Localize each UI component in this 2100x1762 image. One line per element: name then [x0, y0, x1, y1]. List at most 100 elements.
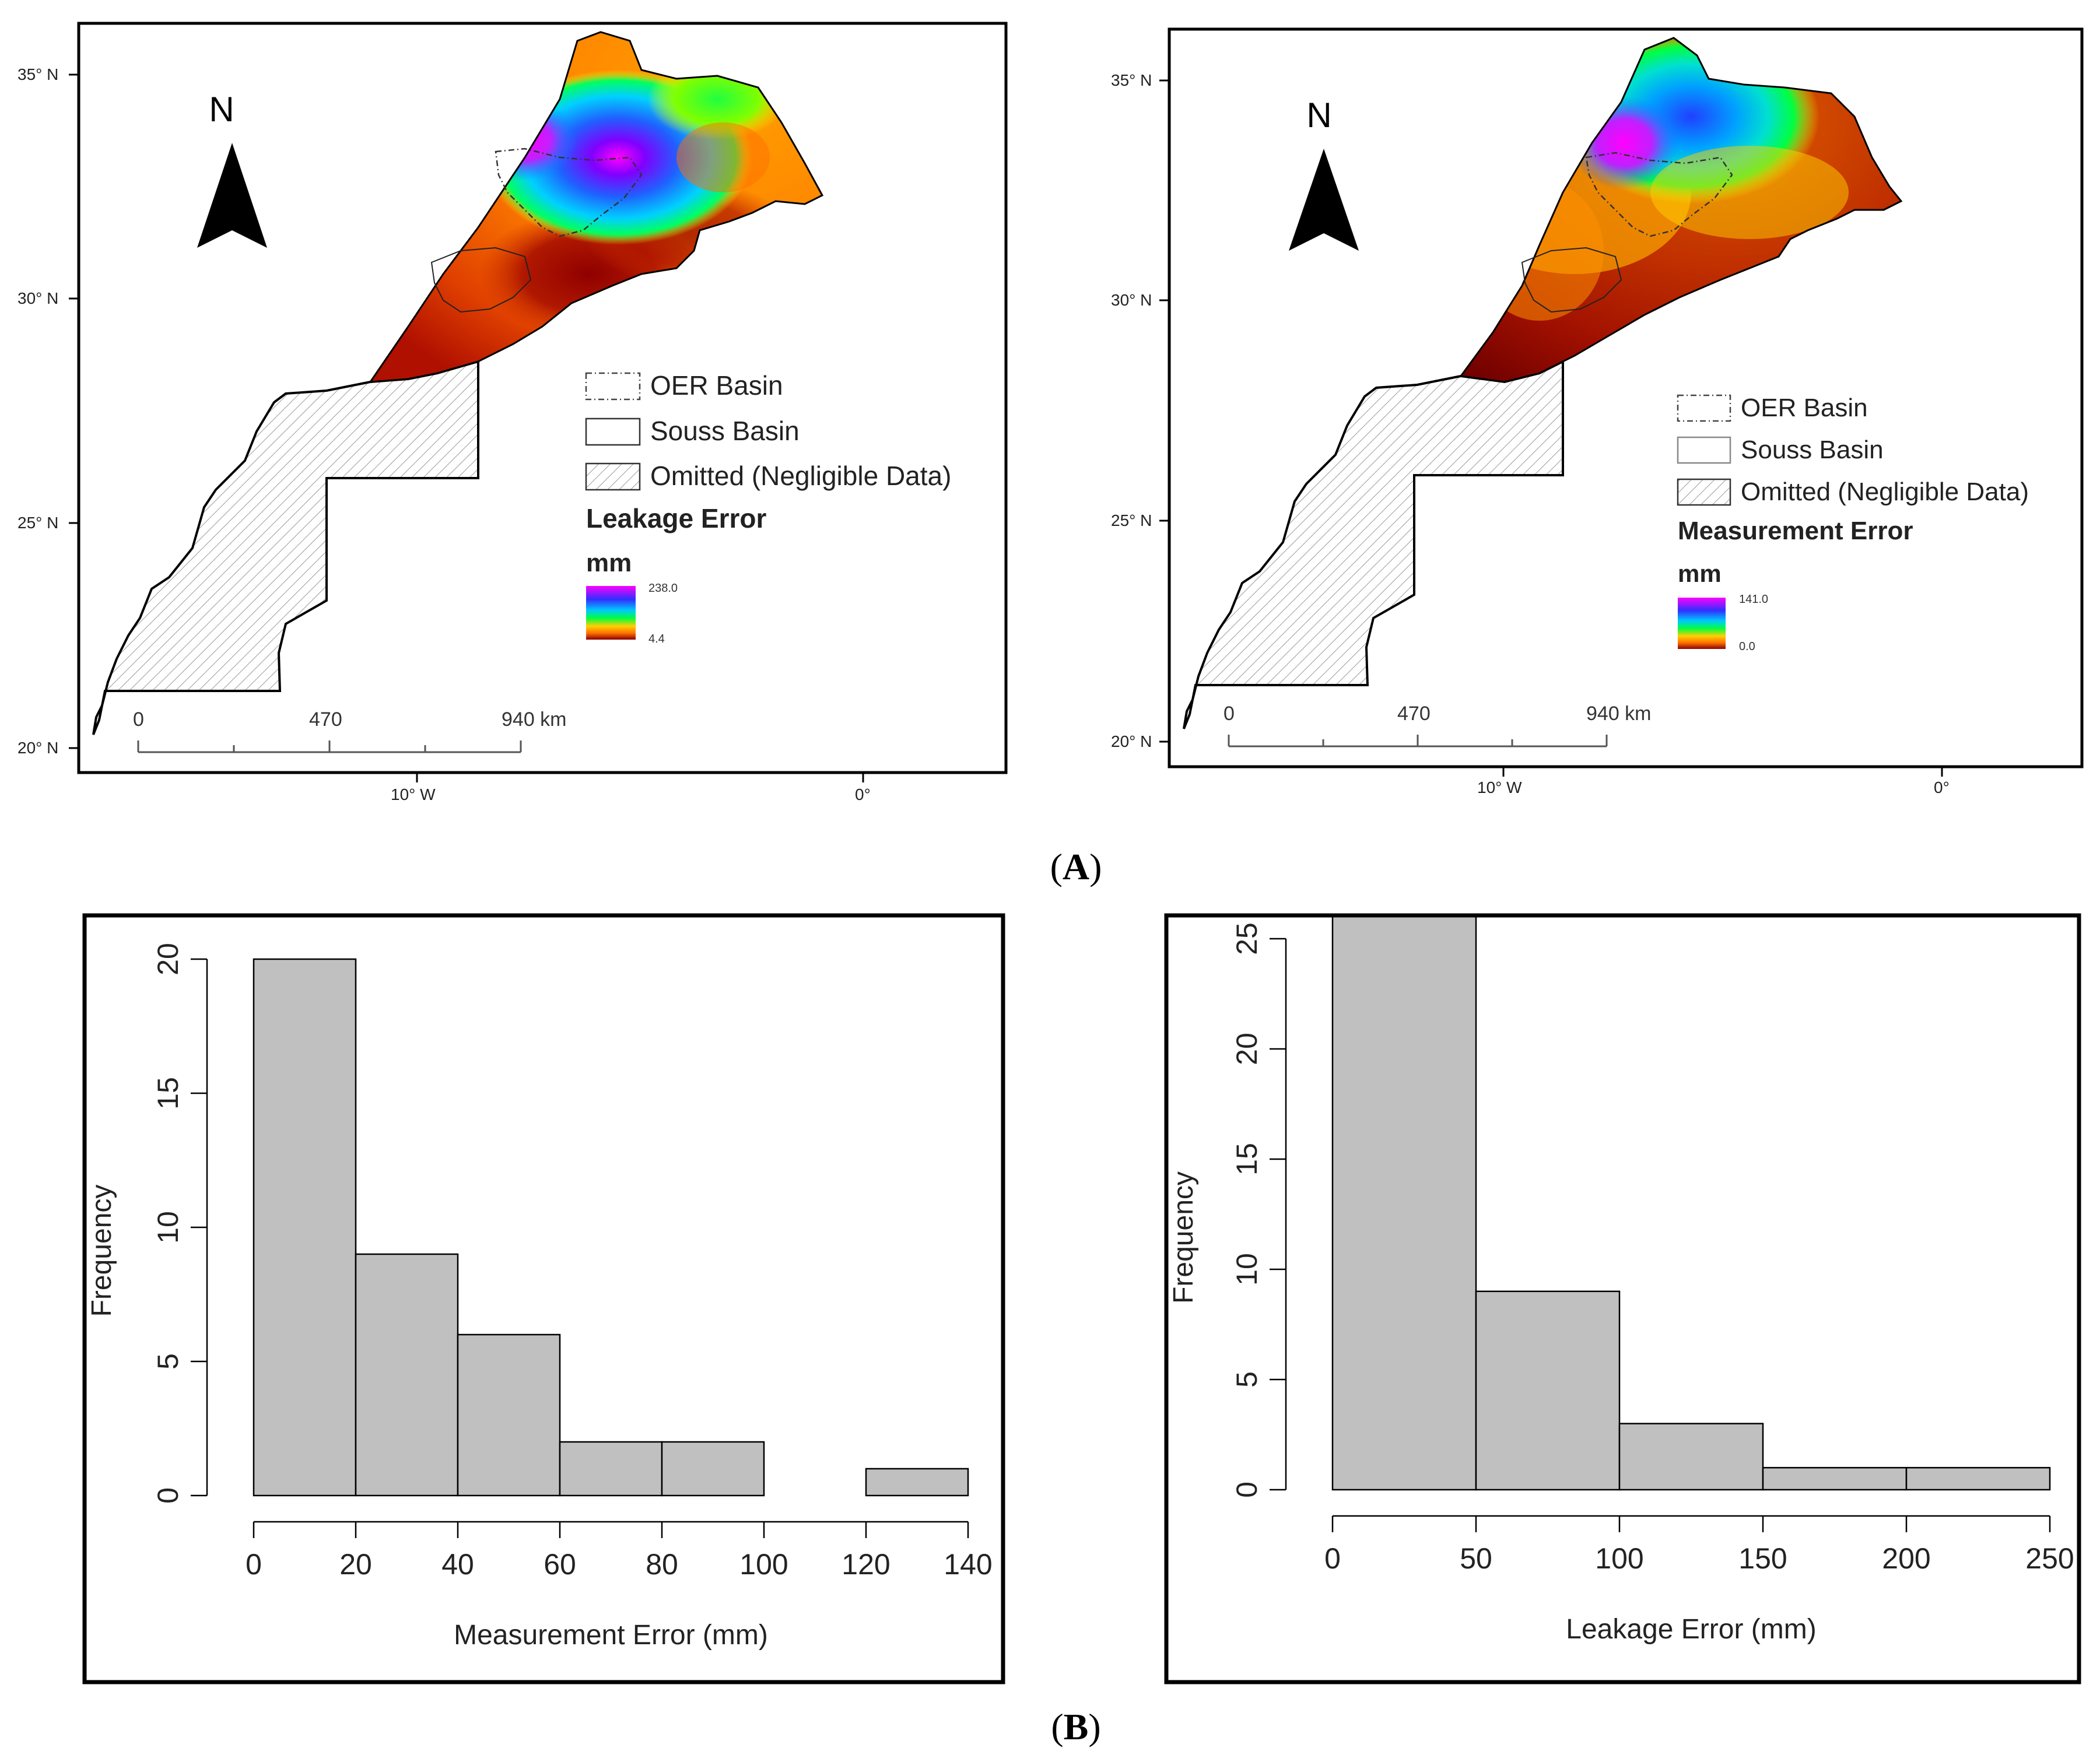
lat-label: 20° N	[1111, 732, 1152, 750]
map-panel-leakage: 35° N 30° N 25° N 20° N 10° W 0° N	[0, 0, 1026, 805]
y-tick-label: 5	[1230, 1371, 1263, 1388]
svg-text:238.0: 238.0	[648, 582, 678, 595]
x-tick-label: 150	[1738, 1542, 1787, 1575]
svg-text:OER Basin: OER Basin	[1741, 394, 1868, 422]
svg-text:OER Basin: OER Basin	[650, 370, 783, 401]
measurement-error-map: 35° N 30° N 25° N 20° N 10° W 0° N	[1111, 27, 2084, 796]
x-tick-label: 200	[1882, 1542, 1930, 1575]
x-axis-label: Leakage Error (mm)	[1566, 1614, 1816, 1645]
map-legend: OER Basin Souss Basin Omitted (Negligibl…	[1677, 394, 2029, 653]
y-tick-label: 15	[152, 1077, 184, 1110]
lat-label: 25° N	[17, 514, 58, 532]
map-legend: OER Basin Souss Basin Omitted (Negligibl…	[585, 370, 951, 645]
y-tick-label: 25	[1230, 922, 1263, 955]
x-tick-label: 100	[1595, 1542, 1643, 1575]
histogram-bar	[661, 1441, 765, 1497]
lat-label: 30° N	[1111, 291, 1152, 309]
svg-text:Souss Basin: Souss Basin	[1741, 436, 1884, 464]
svg-text:0: 0	[1223, 703, 1235, 725]
x-tick-label: 60	[544, 1548, 576, 1581]
histogram-bar	[865, 1468, 969, 1497]
histogram-bar	[559, 1441, 663, 1497]
histogram-bar	[1762, 1466, 1908, 1491]
histogram-bar	[457, 1333, 561, 1497]
svg-text:mm: mm	[1678, 560, 1722, 587]
svg-text:N: N	[1306, 96, 1331, 135]
histogram-bar	[1331, 915, 1477, 1491]
x-tick-label: 0	[246, 1548, 262, 1581]
oer-basin-outline	[1585, 152, 1733, 237]
y-tick-label: 10	[152, 1211, 184, 1244]
svg-text:mm: mm	[586, 549, 632, 577]
svg-text:141.0: 141.0	[1739, 593, 1768, 606]
leakage-error-histogram: 0 50 100 150 200 250 0 5 10 15 20 25 Leakage Error (…	[1164, 913, 2081, 1684]
svg-text:Measurement Error: Measurement Error	[1678, 517, 1913, 545]
leakage-error-map: 35° N 30° N 25° N 20° N 10° W 0° N	[17, 22, 1008, 803]
lat-label: 20° N	[17, 739, 58, 757]
lon-label: 10° W	[391, 785, 436, 803]
y-tick-label: 0	[152, 1487, 184, 1504]
svg-text:940 km: 940 km	[1586, 703, 1652, 725]
souss-basin-outline	[430, 247, 532, 313]
lon-label: 0°	[1934, 778, 1950, 796]
svg-text:Souss Basin: Souss Basin	[650, 416, 800, 446]
chart-frame	[82, 913, 1005, 1684]
svg-text:Omitted (Negligible Data): Omitted (Negligible Data)	[1741, 478, 2029, 506]
caption-a: (A)	[1050, 846, 1102, 887]
y-tick-label: 0	[1230, 1482, 1263, 1498]
svg-text:4.4: 4.4	[648, 633, 665, 645]
x-tick-label: 0	[1324, 1542, 1341, 1575]
souss-basin-outline	[1521, 247, 1622, 313]
y-axis-label: Frequency	[86, 1185, 117, 1317]
lat-ticks	[69, 73, 864, 782]
lat-label: 35° N	[17, 65, 58, 83]
measurement-error-histogram: 0 20 40 60 80 100 120 140 0 5 10 15 20 Measurement Er…	[82, 913, 1005, 1684]
country-outline	[1459, 37, 1903, 383]
chart-frame	[1164, 913, 2081, 1684]
country-outline	[368, 31, 824, 383]
y-tick-label: 10	[1230, 1253, 1263, 1286]
x-tick-label: 80	[646, 1548, 678, 1581]
scale-bar: 0 470 940 km	[133, 708, 567, 753]
map-panel-measurement: 35° N 30° N 25° N 20° N 10° W 0° N	[1079, 0, 2100, 805]
histogram-bar	[1905, 1466, 2051, 1491]
lat-label: 25° N	[1111, 511, 1152, 529]
svg-text:N: N	[209, 90, 234, 129]
svg-text:0.0: 0.0	[1739, 640, 1755, 653]
histogram-panel-leakage: 0 50 100 150 200 250 0 5 10 15 20 25 Leakage Error (…	[1163, 912, 2085, 1688]
x-tick-label: 50	[1460, 1542, 1492, 1575]
color-ramp	[586, 586, 636, 640]
omitted-region	[92, 360, 479, 735]
svg-text:Leakage Error: Leakage Error	[586, 503, 766, 533]
svg-text:0: 0	[133, 708, 144, 731]
color-ramp	[1678, 598, 1726, 649]
svg-text:470: 470	[309, 708, 342, 731]
lat-label: 30° N	[17, 289, 58, 307]
x-tick-label: 100	[739, 1548, 788, 1581]
histogram-bar	[1618, 1423, 1764, 1491]
histogram-bar	[253, 958, 357, 1497]
caption-a-letter: A	[1062, 846, 1090, 887]
y-axis-label: Frequency	[1168, 1171, 1199, 1304]
north-arrow-icon: N	[1289, 96, 1359, 251]
x-tick-label: 250	[2025, 1542, 2074, 1575]
histogram-bar	[1475, 1290, 1621, 1491]
svg-text:470: 470	[1397, 703, 1431, 725]
x-tick-label: 20	[339, 1548, 372, 1581]
histogram-panel-measurement: 0 20 40 60 80 100 120 140 0 5 10 15 20 Measurement Er…	[82, 912, 1009, 1688]
x-tick-label: 120	[842, 1548, 890, 1581]
caption-b-letter: B	[1063, 1706, 1089, 1747]
histogram-bar	[355, 1253, 459, 1497]
svg-text:Omitted (Negligible Data): Omitted (Negligible Data)	[650, 461, 951, 491]
oer-basin-outline	[495, 148, 643, 237]
scale-bar: 0 470 940 km	[1223, 703, 1652, 747]
lat-label: 35° N	[1111, 71, 1152, 89]
y-tick-label: 20	[1230, 1033, 1263, 1065]
caption-b: (B)	[1051, 1706, 1101, 1747]
x-tick-label: 140	[944, 1548, 992, 1581]
y-tick-label: 15	[1230, 1143, 1263, 1175]
svg-text:940 km: 940 km	[502, 708, 567, 731]
omitted-region	[1183, 359, 1564, 729]
x-tick-label: 40	[441, 1548, 474, 1581]
lon-label: 10° W	[1477, 778, 1522, 796]
